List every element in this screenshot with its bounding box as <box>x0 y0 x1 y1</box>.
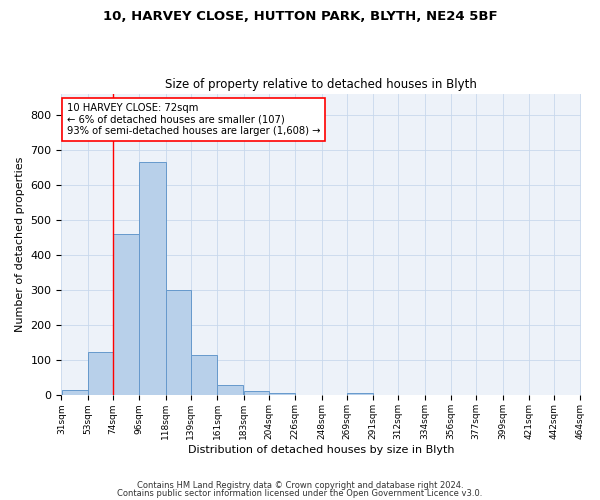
Bar <box>166 290 191 396</box>
Bar <box>139 162 166 396</box>
Text: 10, HARVEY CLOSE, HUTTON PARK, BLYTH, NE24 5BF: 10, HARVEY CLOSE, HUTTON PARK, BLYTH, NE… <box>103 10 497 23</box>
X-axis label: Distribution of detached houses by size in Blyth: Distribution of detached houses by size … <box>188 445 454 455</box>
Text: Contains HM Land Registry data © Crown copyright and database right 2024.: Contains HM Land Registry data © Crown c… <box>137 481 463 490</box>
Bar <box>191 355 217 396</box>
Bar <box>62 390 88 396</box>
Title: Size of property relative to detached houses in Blyth: Size of property relative to detached ho… <box>165 78 477 91</box>
Y-axis label: Number of detached properties: Number of detached properties <box>15 157 25 332</box>
Text: Contains public sector information licensed under the Open Government Licence v3: Contains public sector information licen… <box>118 488 482 498</box>
Text: 10 HARVEY CLOSE: 72sqm
← 6% of detached houses are smaller (107)
93% of semi-det: 10 HARVEY CLOSE: 72sqm ← 6% of detached … <box>67 102 320 136</box>
Bar <box>269 392 295 396</box>
Bar <box>217 385 244 396</box>
Bar <box>347 392 373 396</box>
Bar <box>244 391 269 396</box>
Bar <box>113 234 139 396</box>
Bar <box>88 352 113 396</box>
